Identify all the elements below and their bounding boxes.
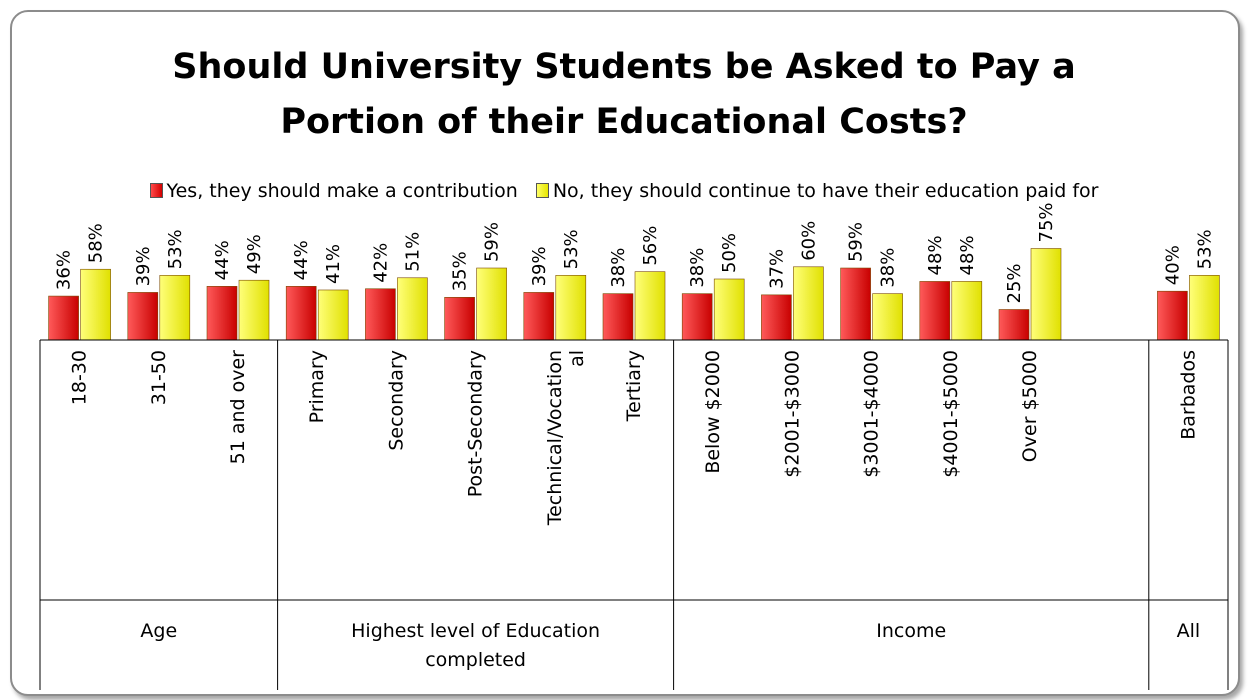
chart-title-line-2: Portion of their Educational Costs? <box>280 102 968 142</box>
category-label: Below $2000 <box>702 350 724 474</box>
chart-frame <box>10 10 1240 696</box>
group-label: completed <box>425 649 526 671</box>
legend-label-yes: Yes, they should make a contribution <box>166 180 518 202</box>
group-label: Income <box>876 620 946 642</box>
data-label-no: 75% <box>1036 202 1057 242</box>
data-label-no: 50% <box>719 233 740 273</box>
category-label: Over $5000 <box>1019 350 1041 462</box>
data-label-yes: 44% <box>291 240 312 280</box>
category-label: Barbados <box>1177 350 1199 440</box>
legend-item-yes: Yes, they should make a contribution <box>149 180 518 202</box>
data-label-no: 53% <box>1194 229 1215 269</box>
category-label: $4001-$5000 <box>940 350 962 478</box>
category-label: Secondary <box>385 350 407 451</box>
group-label: Highest level of Education <box>351 620 600 642</box>
category-label: Post-Secondary <box>465 350 487 497</box>
data-label-no: 60% <box>798 221 819 261</box>
legend-swatch-yes <box>149 183 163 198</box>
category-label: Tertiary <box>623 350 645 422</box>
legend-label-no: No, they should continue to have their e… <box>552 180 1099 202</box>
data-label-no: 38% <box>878 248 899 288</box>
legend-swatch-no <box>535 183 549 198</box>
chart-title-line-1: Should University Students be Asked to P… <box>172 47 1076 87</box>
category-label: al <box>566 350 588 367</box>
data-label-yes: 40% <box>1162 245 1183 285</box>
category-label: 51 and over <box>227 350 249 465</box>
data-label-yes: 36% <box>54 250 75 290</box>
data-label-no: 56% <box>640 226 661 266</box>
group-label: Age <box>140 620 177 642</box>
data-label-yes: 25% <box>1004 263 1025 303</box>
category-label: 31-50 <box>148 350 170 405</box>
chart-legend: Yes, they should make a contribution No,… <box>0 180 1248 202</box>
data-label-no: 51% <box>402 232 423 272</box>
data-label-yes: 44% <box>212 240 233 280</box>
data-label-yes: 48% <box>925 235 946 275</box>
data-label-yes: 37% <box>766 249 787 289</box>
data-label-no: 58% <box>86 223 107 263</box>
data-label-no: 53% <box>165 229 186 269</box>
category-label: $3001-$4000 <box>861 350 883 478</box>
data-label-no: 53% <box>561 229 582 269</box>
data-label-yes: 38% <box>608 248 629 288</box>
data-label-no: 41% <box>323 244 344 284</box>
data-label-yes: 38% <box>687 248 708 288</box>
data-label-yes: 35% <box>450 251 471 291</box>
data-label-yes: 59% <box>846 222 867 262</box>
legend-item-no: No, they should continue to have their e… <box>535 180 1099 202</box>
category-label: Technical/Vocation <box>544 350 566 526</box>
group-label: All <box>1177 620 1201 642</box>
data-label-yes: 39% <box>133 246 154 286</box>
data-label-yes: 42% <box>370 243 391 283</box>
category-label: Primary <box>306 350 328 423</box>
category-label: 18-30 <box>69 350 91 405</box>
data-label-yes: 39% <box>529 246 550 286</box>
category-label: $2001-$3000 <box>781 350 803 478</box>
data-label-no: 49% <box>244 234 265 274</box>
data-label-no: 59% <box>482 222 503 262</box>
data-label-no: 48% <box>957 235 978 275</box>
chart-title: Should University Students be Asked to P… <box>0 40 1248 150</box>
